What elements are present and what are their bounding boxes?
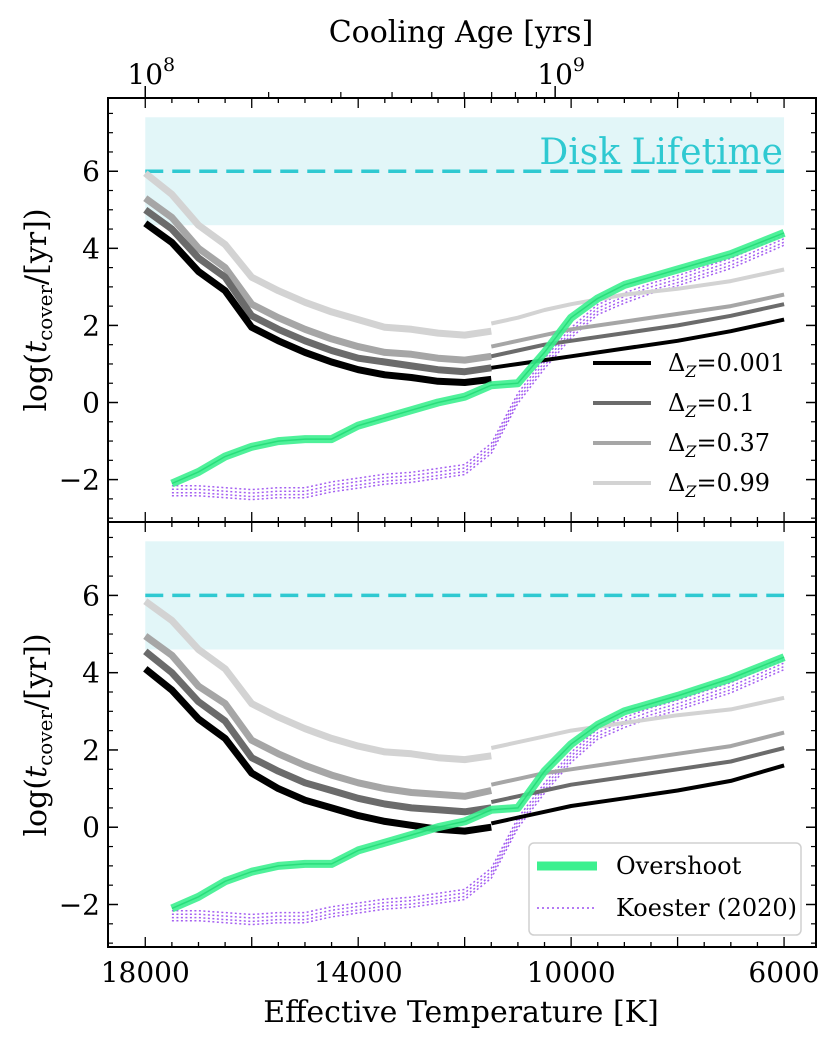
series-dz_0.37-cool (490, 730, 785, 787)
legend-label-dz-0.99: ΔZ=0.99 (668, 469, 770, 501)
y-tick-label: 6 (82, 155, 100, 188)
legend-models: Overshoot Koester (2020) (528, 842, 802, 936)
series-dz_0.001-hot (143, 220, 492, 386)
top-panel: −2 0 2 4 6 (59, 86, 817, 523)
x-tick-label: 6000 (748, 956, 819, 989)
legend-label-overshoot: Overshoot (616, 852, 742, 880)
series-dz_0.1-cool (490, 302, 785, 359)
x-tick-label: 10000 (527, 956, 616, 989)
legend-label-koester: Koester (2020) (616, 894, 797, 922)
series-dz_0.1-hot (143, 206, 492, 376)
bottom-panel: −2 0 2 4 6 18000 14000 10000 6000 (59, 521, 820, 989)
x-axis-label: Effective Temperature [K] (263, 995, 659, 1030)
y-tick-label: 2 (82, 309, 100, 342)
y-tick-label: 4 (82, 657, 100, 690)
disk-lifetime-label: Disk Lifetime (539, 132, 783, 173)
overshoot-line-core (171, 232, 785, 485)
y-tick-label: −2 (59, 889, 100, 922)
series-dz_0.001-cool (490, 763, 785, 826)
y-tick-label: 4 (82, 232, 100, 265)
top-tick-label: 109 (537, 54, 585, 91)
plot-frame (107, 521, 817, 948)
disk-lifetime-band (145, 117, 785, 226)
series-dz_0.37-hot (143, 195, 492, 364)
series-dz_0.37-hot (143, 633, 493, 800)
legend-label-dz-0.1: ΔZ=0.1 (668, 389, 755, 421)
legend-label-dz-0.001: ΔZ=0.001 (668, 349, 785, 381)
series-dz_0.1-hot (143, 648, 492, 816)
y-axis-label-bottom: log(tcover/[yr]) (19, 633, 57, 836)
series-dz_0.99-hot (143, 598, 492, 764)
legend-label-dz-0.37: ΔZ=0.37 (668, 429, 770, 461)
y-tick-label: 2 (82, 734, 100, 767)
y-tick-label: 6 (82, 579, 100, 612)
legend-dz: ΔZ=0.001 ΔZ=0.1 ΔZ=0.37 ΔZ=0.99 (593, 349, 785, 501)
y-tick-label: 0 (82, 387, 100, 420)
x-tick-label: 14000 (314, 956, 403, 989)
overshoot-line-core (171, 656, 785, 910)
top-axis-label: Cooling Age [yrs] (329, 15, 594, 50)
x-tick-label: 18000 (101, 956, 190, 989)
disk-lifetime-band (145, 541, 785, 650)
top-tick-label: 108 (127, 54, 175, 91)
y-tick-label: −2 (59, 464, 100, 497)
series-dz_0.99-hot (143, 170, 492, 339)
series-dz_0.001-cool (491, 317, 785, 370)
series-dz_0.37-cool (490, 292, 785, 349)
y-tick-label: 0 (82, 811, 100, 844)
y-axis-label-top: log(tcover/[yr]) (19, 208, 57, 411)
